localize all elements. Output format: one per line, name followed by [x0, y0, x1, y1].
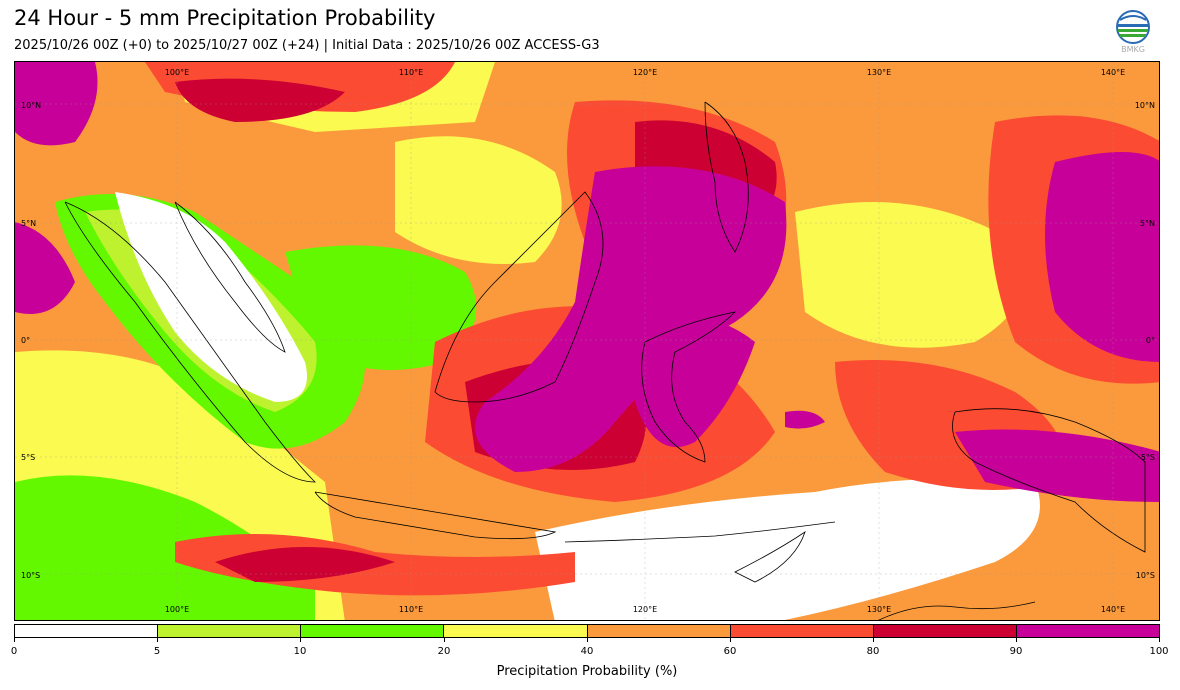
- lon-label-bottom: 120°E: [633, 605, 657, 614]
- coastline-sumatra: [64, 201, 316, 483]
- coastline-sulawesi: [641, 311, 737, 463]
- lat-label-right: 0°: [1146, 336, 1155, 345]
- coastline-malay: [174, 201, 286, 353]
- lat-label-right: 5°N: [1140, 219, 1155, 228]
- graticule: [15, 62, 1159, 620]
- coastline-java: [314, 491, 557, 540]
- lat-label-right: 10°N: [1135, 101, 1155, 110]
- logo-text: BMKG: [1121, 45, 1145, 54]
- lat-label-left: 5°N: [21, 219, 36, 228]
- colorbar: [14, 624, 1160, 638]
- coastline-nusa-tenggara: [564, 521, 836, 543]
- lat-label-left: 10°S: [21, 571, 40, 580]
- coastline-borneo: [434, 191, 604, 403]
- field-yellow: [795, 202, 1024, 348]
- field-magenta: [475, 166, 787, 472]
- chart-subtitle: 2025/10/26 00Z (+0) to 2025/10/27 00Z (+…: [14, 38, 600, 53]
- lat-label-left: 5°S: [21, 453, 35, 462]
- field-green: [15, 475, 315, 620]
- colorbar-tick-mark: [1016, 638, 1017, 642]
- colorbar-tick-label: 90: [1009, 646, 1023, 657]
- field-green: [285, 245, 477, 370]
- colorbar-tick-label: 0: [10, 646, 18, 657]
- colorbar-tick-label: 10: [293, 646, 307, 657]
- field-crimson: [215, 547, 395, 582]
- colorbar-segment: [1015, 625, 1159, 637]
- colorbar-tick-mark: [14, 638, 15, 642]
- lon-label-top: 140°E: [1101, 68, 1125, 77]
- colorbar-tick-mark: [157, 638, 158, 642]
- colorbar-tick-label: 80: [866, 646, 880, 657]
- colorbar-segment: [443, 625, 587, 637]
- precipitation-map[interactable]: 100°E 110°E 120°E 130°E 140°E 100°E 110°…: [14, 61, 1160, 621]
- colorbar-segment: [300, 625, 444, 637]
- lon-label-top: 100°E: [165, 68, 189, 77]
- coastline-philippines: [704, 101, 749, 253]
- colorbar-tick-label: 60: [723, 646, 737, 657]
- colorbar-segment: [15, 625, 158, 637]
- lat-label-left: 0°: [21, 336, 30, 345]
- lon-label-bottom: 130°E: [867, 605, 891, 614]
- field-white: [115, 192, 307, 402]
- field-white: [535, 478, 1040, 620]
- colorbar-tick-label: 100: [1149, 646, 1169, 657]
- colorbar-tick-mark: [587, 638, 588, 642]
- colorbar-segment: [729, 625, 873, 637]
- lat-label-right: 10°S: [1136, 571, 1155, 580]
- chart-title: 24 Hour - 5 mm Precipitation Probability: [14, 6, 436, 30]
- colorbar-tick-mark: [444, 638, 445, 642]
- colorbar-segment: [586, 625, 730, 637]
- lat-label-right: 5°S: [1141, 453, 1155, 462]
- coastline-australia: [878, 601, 1036, 620]
- colorbar-tick-label: 5: [153, 646, 161, 657]
- lat-label-left: 10°N: [21, 101, 41, 110]
- colorbar-tick-mark: [873, 638, 874, 642]
- lon-label-top: 130°E: [867, 68, 891, 77]
- colorbar-tick-label: 20: [437, 646, 451, 657]
- field-crimson: [175, 78, 345, 122]
- colorbar-segment: [157, 625, 301, 637]
- field-yellow: [395, 136, 562, 264]
- field-magenta: [1045, 152, 1159, 362]
- coastlines: [64, 101, 1146, 620]
- lon-label-bottom: 140°E: [1101, 605, 1125, 614]
- field-magenta: [785, 410, 825, 429]
- field-magenta: [635, 315, 755, 447]
- field-magenta: [15, 62, 98, 146]
- colorbar-tick-mark: [300, 638, 301, 642]
- bmkg-logo-icon: BMKG: [1114, 10, 1152, 54]
- lon-label-top: 120°E: [633, 68, 657, 77]
- field-magenta: [955, 429, 1159, 502]
- lon-label-bottom: 110°E: [399, 605, 423, 614]
- coastline-papua: [952, 408, 1146, 553]
- field-magenta: [15, 222, 75, 314]
- lon-label-bottom: 100°E: [165, 605, 189, 614]
- colorbar-tick-mark: [1159, 638, 1160, 642]
- colorbar-segment: [872, 625, 1016, 637]
- coastline-timor: [734, 531, 806, 583]
- colorbar-title: Precipitation Probability (%): [496, 664, 678, 679]
- lon-label-top: 110°E: [399, 68, 423, 77]
- colorbar-tick-label: 40: [580, 646, 594, 657]
- colorbar-tick-mark: [730, 638, 731, 642]
